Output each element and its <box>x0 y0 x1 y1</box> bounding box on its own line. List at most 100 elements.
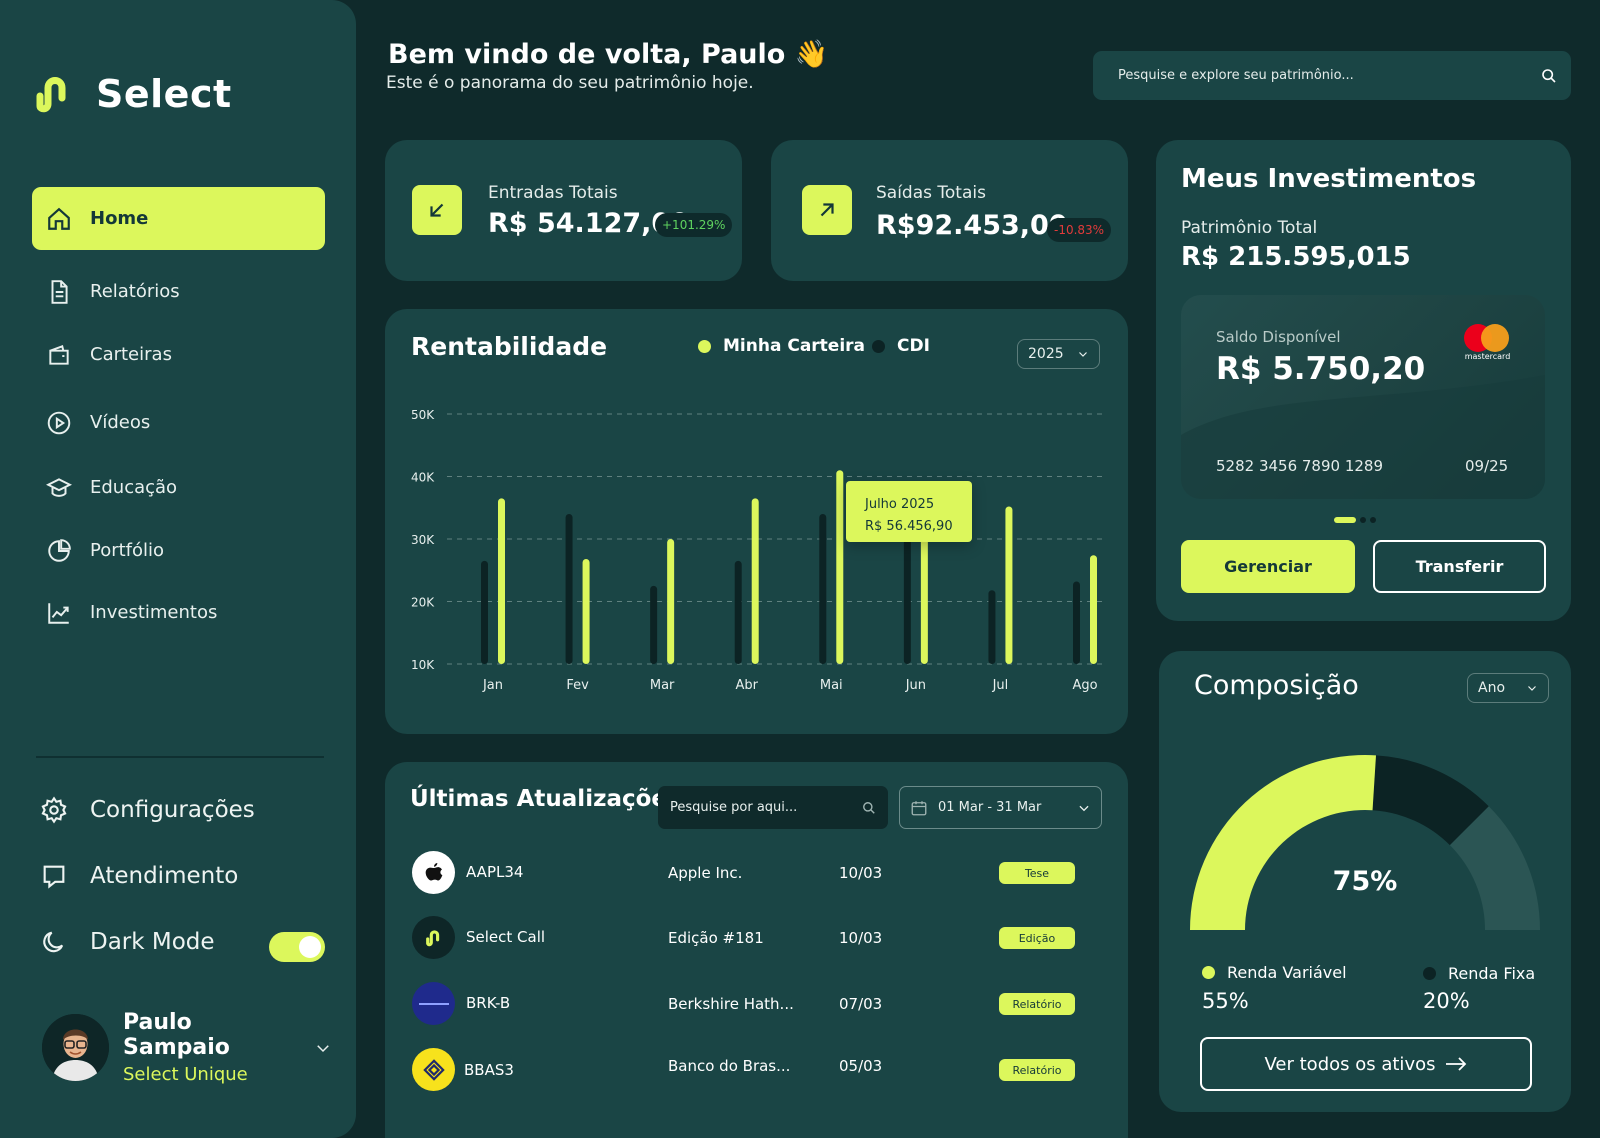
select-logo-icon <box>36 77 66 113</box>
app-logo[interactable]: Select <box>34 72 232 116</box>
global-search-input[interactable] <box>1118 68 1541 83</box>
row-tag[interactable]: Relatório <box>999 1059 1075 1081</box>
sidebar-item-videos[interactable]: Vídeos <box>32 391 325 454</box>
row-date: 10/03 <box>839 929 883 947</box>
document-icon <box>51 279 68 304</box>
ver-todos-button[interactable]: Ver todos os ativos <box>1200 1037 1532 1091</box>
legend-renda-variavel: Renda Variável <box>1202 963 1347 982</box>
entradas-label: Entradas Totais <box>488 183 618 203</box>
sidebar-item-carteiras[interactable]: Carteiras <box>32 323 325 386</box>
sidebar-item-label: Carteiras <box>90 344 172 365</box>
carousel-dot <box>1360 517 1366 523</box>
chart-bar-cdi[interactable] <box>903 539 911 664</box>
row-name: Apple Inc. <box>668 864 743 882</box>
chart-bar-cdi[interactable] <box>481 560 488 664</box>
sidebar-item-home[interactable]: Home <box>32 187 325 250</box>
user-plan: Select Unique <box>123 1064 248 1085</box>
y-tick-label: 50K <box>411 408 435 422</box>
chevron-down-icon[interactable] <box>314 1039 332 1057</box>
chart-bar-cdi[interactable] <box>1073 581 1080 665</box>
chart-bar-minha-carteira[interactable] <box>1005 506 1013 665</box>
chart-bar-cdi[interactable] <box>819 514 827 664</box>
saidas-label: Saídas Totais <box>876 183 986 203</box>
calendar-icon <box>911 800 927 815</box>
row-tag[interactable]: Relatório <box>999 993 1075 1015</box>
x-tick-label: Jan <box>482 678 503 693</box>
period-select[interactable]: Ano <box>1467 673 1549 703</box>
chart-bar-cdi[interactable] <box>734 560 742 664</box>
sidebar-item-relatorios[interactable]: Relatórios <box>32 260 325 323</box>
saldo-label: Saldo Disponível <box>1216 328 1341 346</box>
user-name: Paulo Sampaio <box>123 1010 230 1060</box>
legend-value: 20% <box>1423 989 1470 1013</box>
atualizacoes-title: Últimas Atualizações <box>410 786 681 812</box>
tooltip-period: Julho 2025 <box>865 497 935 512</box>
row-tag[interactable]: Edição <box>999 927 1075 949</box>
table-row[interactable]: Select Call Edição #181 10/03 Edição <box>412 916 1075 960</box>
x-tick-label: Jun <box>905 678 926 693</box>
table-row[interactable]: BBAS3 Banco do Bras... 05/03 Relatório <box>412 1048 1075 1092</box>
chart-bar-minha-carteira[interactable] <box>836 470 844 664</box>
legend-minha-carteira: Minha Carteira <box>698 336 865 356</box>
chart-bar-minha-carteira[interactable] <box>582 559 590 664</box>
chart-bar-minha-carteira[interactable] <box>667 539 675 664</box>
carousel-dots[interactable] <box>1334 517 1376 523</box>
card-expiry: 09/25 <box>1465 457 1509 475</box>
table-row[interactable]: AAPL34 Apple Inc. 10/03 Tese <box>412 851 1075 895</box>
page-title: Bem vindo de volta, Paulo 👋 <box>388 39 829 70</box>
chat-bubble-icon <box>43 865 65 889</box>
x-tick-label: Abr <box>735 678 758 693</box>
entradas-card: Entradas Totais R$ 54.127,00 +101.29% <box>385 140 742 281</box>
sidebar-item-label: Vídeos <box>90 412 151 433</box>
saidas-card: Saídas Totais R$92.453,00 -10.83% <box>771 140 1128 281</box>
search-icon[interactable] <box>1541 68 1557 84</box>
row-date: 05/03 <box>839 1057 883 1075</box>
row-ticker: BBAS3 <box>464 1061 514 1079</box>
legend-value: 55% <box>1202 989 1249 1013</box>
arrow-up-right-icon <box>802 185 852 235</box>
updates-search[interactable]: Pesquise por aqui... <box>658 786 888 829</box>
sidebar-item-label: Relatórios <box>90 281 180 302</box>
settings-button[interactable]: Configurações <box>40 796 255 824</box>
table-row[interactable]: BRK-B Berkshire Hath... 07/03 Relatório <box>412 982 1075 1026</box>
chart-bar-minha-carteira[interactable] <box>498 498 505 664</box>
tooltip-value: R$ 56.456,90 <box>865 519 953 534</box>
bank-card[interactable]: Saldo Disponível R$ 5.750,20 mastercard … <box>1181 295 1545 499</box>
gauge-renda-variavel <box>1190 755 1376 930</box>
support-button[interactable]: Atendimento <box>40 862 238 890</box>
row-date: 10/03 <box>839 864 883 882</box>
avatar-illustration <box>42 1014 109 1081</box>
legend-dot <box>1423 967 1436 980</box>
sidebar-item-investimentos[interactable]: Investimentos <box>32 581 325 644</box>
legend-label: Renda Variável <box>1227 963 1347 982</box>
date-range-select[interactable]: 01 Mar - 31 Mar <box>899 786 1102 829</box>
entradas-change-badge: +101.29% <box>655 213 733 237</box>
rentabilidade-title: Rentabilidade <box>411 332 608 361</box>
carousel-dot-active <box>1334 517 1356 523</box>
y-tick-label: 20K <box>411 596 435 610</box>
row-tag[interactable]: Tese <box>999 862 1075 884</box>
dark-mode-toggle[interactable] <box>269 932 325 962</box>
saidas-value: R$92.453,00 <box>876 210 1068 241</box>
chart-bar-cdi[interactable] <box>988 590 996 664</box>
user-profile[interactable]: Paulo Sampaio Select Unique <box>42 1010 332 1085</box>
sidebar-item-portfolio[interactable]: Portfólio <box>32 519 325 582</box>
chart-bar-minha-carteira[interactable] <box>1090 555 1097 664</box>
x-tick-label: Mar <box>650 678 675 693</box>
moon-icon <box>43 931 64 953</box>
chart-bar-cdi[interactable] <box>565 514 573 664</box>
year-select[interactable]: 2025 <box>1017 339 1100 369</box>
gauge-renda-fixa <box>1372 755 1489 846</box>
apple-icon <box>412 851 455 894</box>
transferir-button[interactable]: Transferir <box>1373 540 1546 593</box>
legend-dot <box>698 339 711 353</box>
sidebar: Select Home Relatórios Carteiras Vídeos … <box>0 0 356 1138</box>
row-ticker: AAPL34 <box>466 863 524 881</box>
legend-label: Minha Carteira <box>723 336 866 356</box>
gerenciar-button[interactable]: Gerenciar <box>1181 540 1355 593</box>
chart-bar-cdi[interactable] <box>650 585 658 664</box>
legend-renda-fixa: Renda Fixa <box>1423 964 1535 983</box>
chart-bar-minha-carteira[interactable] <box>751 498 759 664</box>
sidebar-item-educacao[interactable]: Educação <box>32 456 325 519</box>
patrimonio-label: Patrimônio Total <box>1181 218 1318 238</box>
